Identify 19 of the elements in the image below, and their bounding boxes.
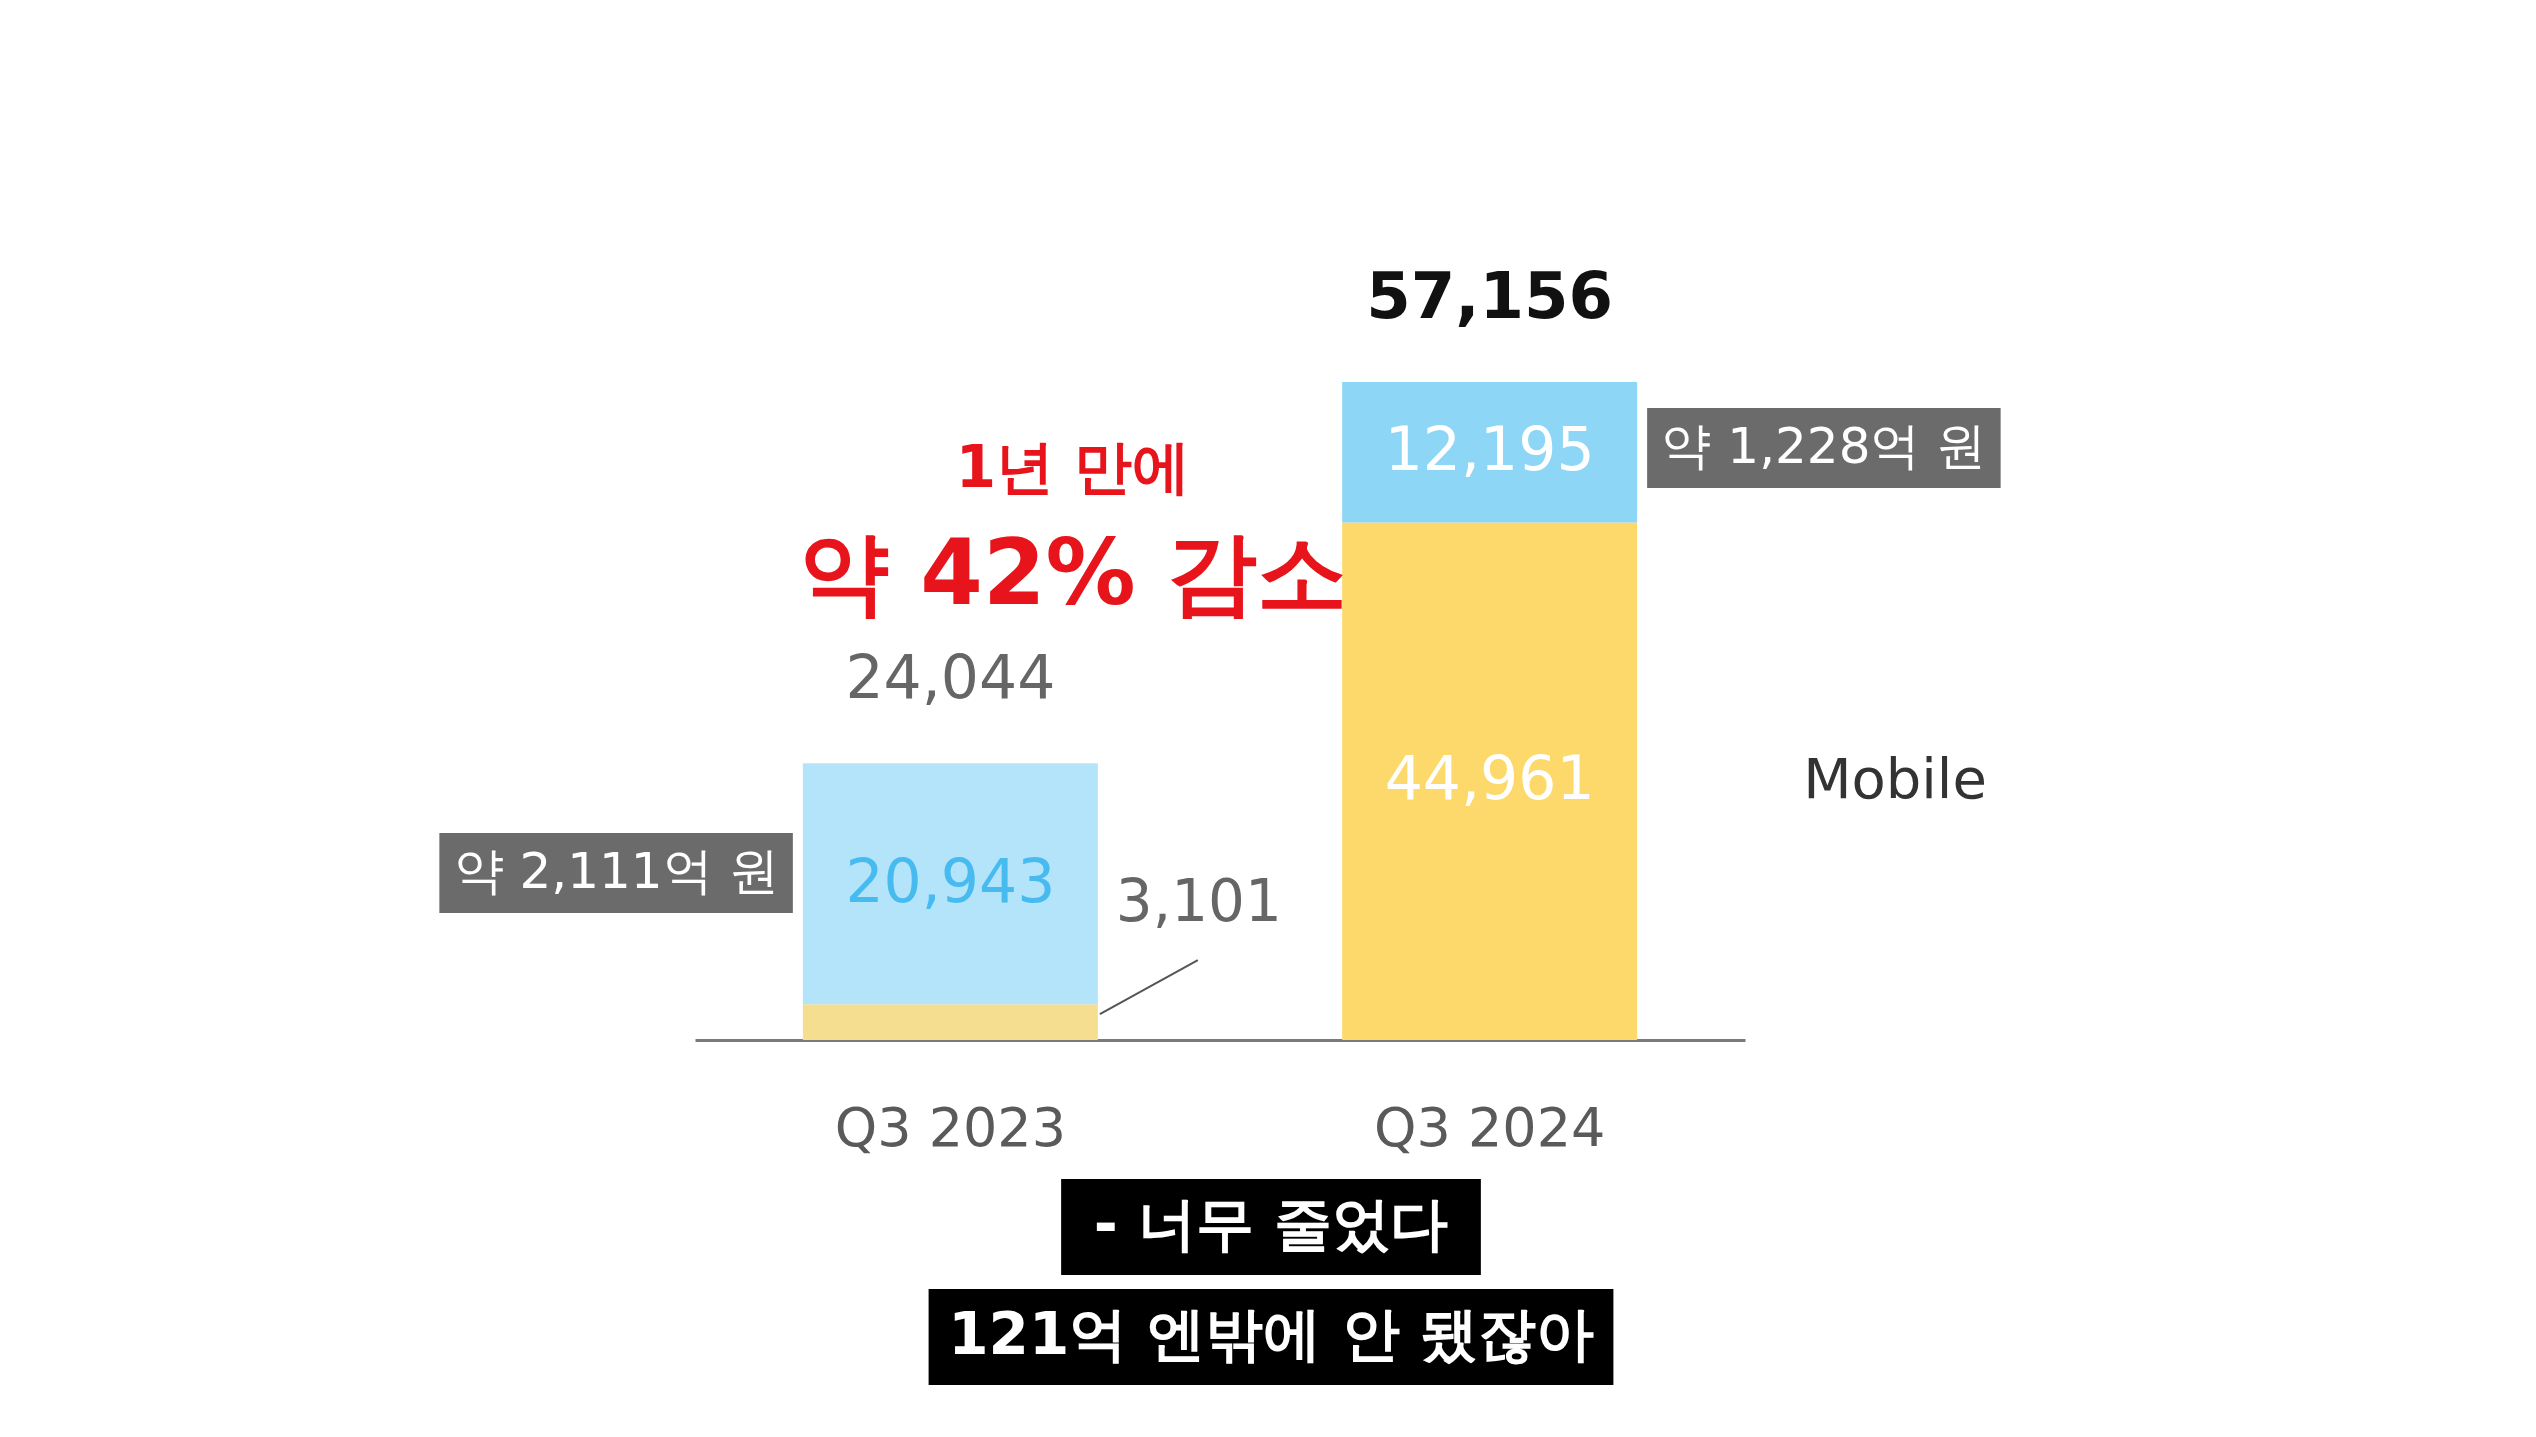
bar [802, 763, 1098, 1005]
x-tick-label: Q3 2023 [834, 1095, 1067, 1159]
data-label: 20,943 [845, 845, 1056, 916]
data-label: 44,961 [1384, 743, 1595, 814]
text: Mobile [1803, 746, 1987, 812]
bar [802, 1004, 1098, 1040]
data-label: 3,101 [1115, 867, 1282, 936]
data-label: 12,195 [1384, 414, 1595, 485]
x-tick-label: Q3 2024 [1373, 1095, 1606, 1159]
annotation: 약 1,228억 원 [1661, 417, 1987, 475]
bar [1342, 382, 1638, 523]
text: 121억 엔밖에 안 됐잖아 [948, 1300, 1594, 1368]
text: - 너무 줄었다 [1093, 1190, 1449, 1258]
annotation: 약 42% 감소 [798, 520, 1348, 625]
annotation: 약 2,111억 원 [453, 842, 779, 900]
total-label: 24,044 [845, 642, 1056, 713]
total-label: 57,156 [1366, 259, 1614, 333]
annotation: 1년 만에 [955, 433, 1191, 501]
bar [1342, 522, 1638, 1040]
